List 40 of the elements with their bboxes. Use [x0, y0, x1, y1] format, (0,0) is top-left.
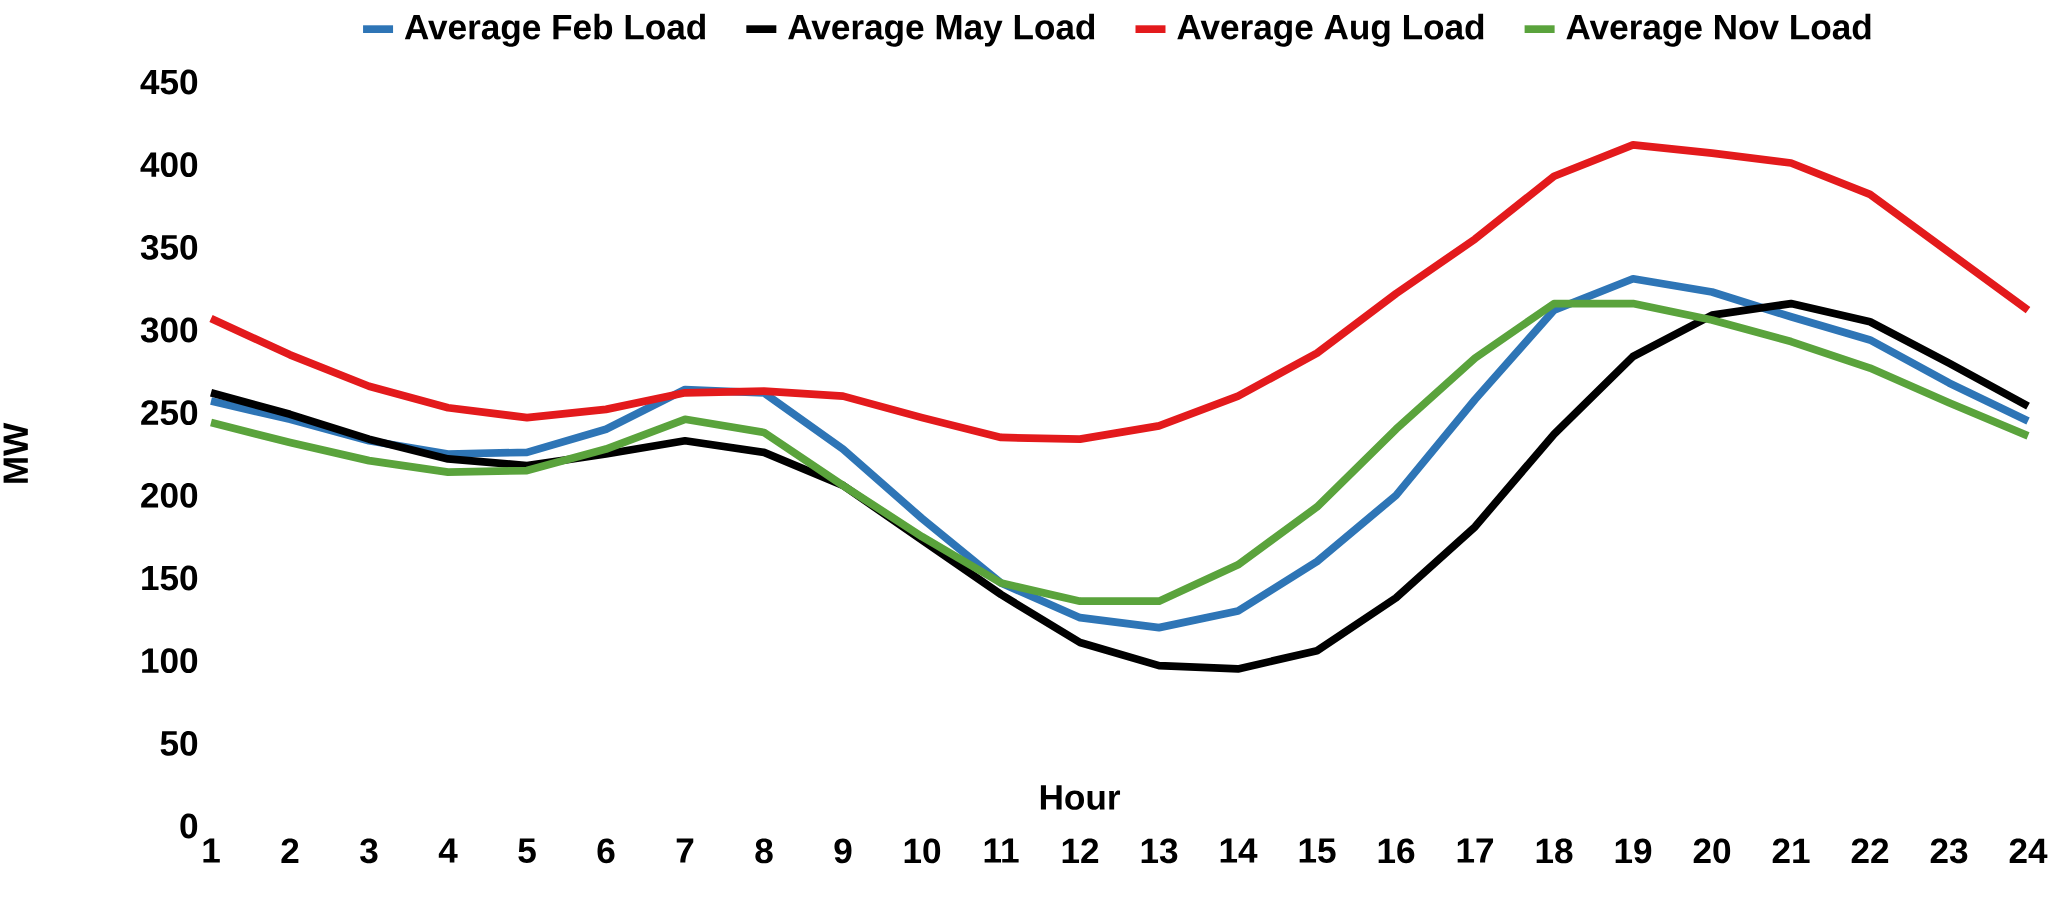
x-tick-label: 4 — [438, 838, 458, 863]
x-tick-label: 1 — [203, 838, 220, 863]
legend-label: Average May Load — [788, 13, 1095, 47]
x-tick-label: 15 — [1299, 838, 1336, 863]
x-tick-label: 9 — [834, 838, 852, 864]
y-tick-label: 150 — [142, 565, 198, 591]
y-tick-label: 50 — [160, 730, 198, 756]
x-tick-label: 20 — [1693, 838, 1731, 864]
legend-label: Average Nov Load — [1566, 13, 1871, 47]
x-tick-label: 16 — [1378, 838, 1415, 864]
x-tick-label: 24 — [2009, 838, 2048, 863]
legend-label: Average Feb Load — [404, 13, 705, 47]
x-tick-label: 7 — [676, 838, 694, 863]
x-tick-label: 22 — [1851, 838, 1889, 863]
x-tick-label: 14 — [1220, 838, 1258, 863]
x-tick-label: 12 — [1062, 838, 1099, 863]
x-axis-title: Hour — [1040, 785, 1121, 810]
y-tick-label: 300 — [140, 317, 198, 343]
y-tick-label: 100 — [142, 648, 198, 674]
y-tick-label: 0 — [180, 813, 198, 839]
legend-label: Average Aug Load — [1177, 13, 1484, 47]
x-tick-label: 18 — [1536, 838, 1573, 864]
y-tick-label: 450 — [140, 69, 198, 95]
x-tick-label: 8 — [755, 838, 773, 864]
x-tick-label: 13 — [1141, 838, 1178, 864]
x-tick-label: 5 — [518, 838, 536, 863]
y-axis-title: MW — [3, 422, 28, 483]
y-tick-label: 250 — [141, 400, 198, 426]
x-tick-label: 2 — [281, 838, 299, 863]
x-tick-label: 21 — [1772, 838, 1810, 863]
x-tick-label: 19 — [1615, 838, 1652, 864]
x-tick-label: 6 — [597, 838, 615, 864]
x-tick-label: 23 — [1930, 838, 1968, 864]
y-tick-label: 350 — [140, 234, 198, 260]
x-tick-label: 11 — [984, 838, 1019, 863]
x-tick-label: 10 — [904, 838, 941, 864]
y-tick-label: 400 — [140, 152, 198, 178]
x-tick-label: 17 — [1457, 838, 1494, 863]
y-tick-label: 200 — [141, 482, 198, 508]
x-tick-label: 3 — [360, 838, 378, 864]
